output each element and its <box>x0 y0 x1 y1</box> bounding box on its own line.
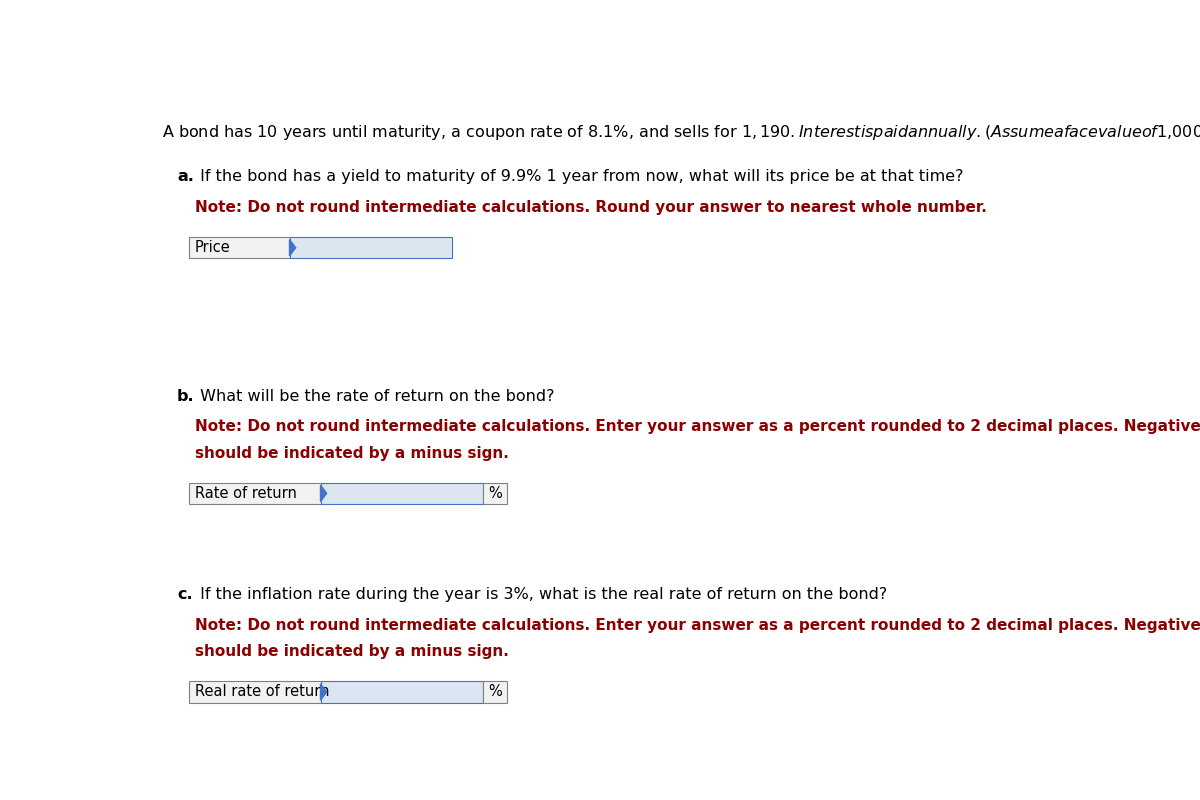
FancyBboxPatch shape <box>289 237 452 258</box>
Polygon shape <box>320 485 326 502</box>
Text: a.: a. <box>178 169 194 184</box>
Polygon shape <box>289 239 295 256</box>
Text: %: % <box>488 486 502 501</box>
Text: should be indicated by a minus sign.: should be indicated by a minus sign. <box>194 446 509 461</box>
Text: Note: Do not round intermediate calculations. Enter your answer as a percent rou: Note: Do not round intermediate calculat… <box>194 618 1200 633</box>
Text: c.: c. <box>178 587 193 602</box>
Polygon shape <box>320 684 326 700</box>
FancyBboxPatch shape <box>484 682 506 702</box>
FancyBboxPatch shape <box>188 237 289 258</box>
Text: What will be the rate of return on the bond?: What will be the rate of return on the b… <box>194 389 554 403</box>
Text: Rate of return: Rate of return <box>194 486 296 501</box>
FancyBboxPatch shape <box>484 482 506 504</box>
FancyBboxPatch shape <box>188 682 320 702</box>
Text: Note: Do not round intermediate calculations. Round your answer to nearest whole: Note: Do not round intermediate calculat… <box>194 200 986 215</box>
FancyBboxPatch shape <box>320 482 484 504</box>
Text: If the bond has a yield to maturity of 9.9% 1 year from now, what will its price: If the bond has a yield to maturity of 9… <box>194 169 964 184</box>
Text: Price: Price <box>194 240 230 255</box>
FancyBboxPatch shape <box>188 482 320 504</box>
Text: b.: b. <box>178 389 194 403</box>
FancyBboxPatch shape <box>320 682 484 702</box>
Text: A bond has 10 years until maturity, a coupon rate of 8.1%, and sells for $1,190.: A bond has 10 years until maturity, a co… <box>162 123 1200 142</box>
Text: should be indicated by a minus sign.: should be indicated by a minus sign. <box>194 644 509 659</box>
Text: Note: Do not round intermediate calculations. Enter your answer as a percent rou: Note: Do not round intermediate calculat… <box>194 419 1200 434</box>
Text: Real rate of return: Real rate of return <box>194 685 330 699</box>
Text: If the inflation rate during the year is 3%, what is the real rate of return on : If the inflation rate during the year is… <box>194 587 887 602</box>
Text: %: % <box>488 685 502 699</box>
